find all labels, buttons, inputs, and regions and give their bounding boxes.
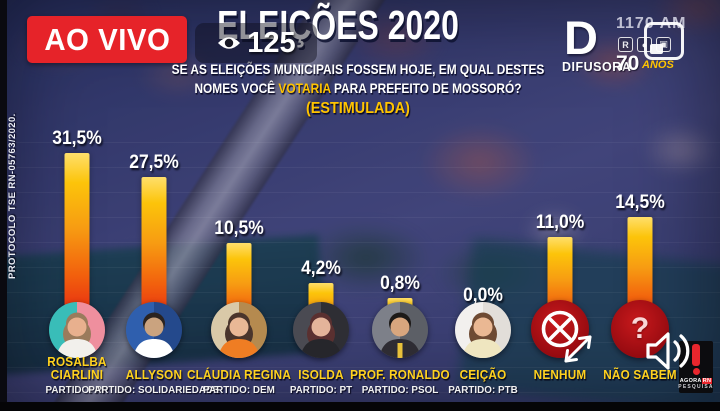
candidate-party: PARTIDO: PTB: [448, 384, 518, 396]
exclamation-icon-dot: [692, 368, 700, 375]
frame-edge-left: [0, 0, 7, 411]
pollster-name-text: AGORA: [679, 378, 702, 384]
candidate-name: CEIÇÃO: [459, 368, 507, 382]
picture-in-picture-button[interactable]: [644, 22, 684, 60]
candidate-photo: [211, 302, 267, 358]
candidate-column: 10,5% CLÁUDIA REGINA PARTIDO: DEM: [187, 0, 291, 411]
station-years-label: ANOS: [642, 59, 674, 71]
poll-question-line2: NOMES VOCÊ VOTARIA PARA PREFEITO DE MOSS…: [163, 79, 554, 98]
candidate-name: PROF. RONALDO: [350, 368, 450, 382]
percent-label: 10,5%: [214, 218, 264, 239]
percent-label: 14,5%: [615, 192, 665, 213]
candidate-photo: [126, 302, 182, 358]
question-text-before: NOMES VOCÊ: [194, 80, 276, 96]
candidate-party: PARTIDO: PP: [45, 384, 109, 396]
candidate-party: PARTIDO: PT: [289, 384, 353, 396]
viewer-count: 125: [247, 26, 296, 59]
poll-question-line1: SE AS ELEIÇÕES MUNICIPAIS FOSSEM HOJE, E…: [171, 61, 545, 77]
question-text-highlight: VOTARIA: [278, 80, 331, 96]
percent-label: 0,8%: [380, 273, 420, 294]
candidate-name: NÃO SABEM: [603, 368, 677, 382]
methodology-label: (ESTIMULADA): [305, 100, 410, 117]
candidate-name: CLÁUDIA REGINA: [186, 368, 292, 382]
volume-icon[interactable]: [642, 328, 692, 374]
pollster-logo: AGORARN PESQUISA: [678, 341, 714, 393]
fullscreen-arrows-icon[interactable]: [558, 329, 598, 369]
page-title: ELEIÇÕES 2020: [217, 2, 459, 48]
dont-know-icon: ?: [611, 300, 669, 358]
candidate-column: 31,5% ROSALBA CIARLINI PARTIDO: PP: [37, 0, 117, 411]
poll-question: SE AS ELEIÇÕES MUNICIPAIS FOSSEM HOJE, E…: [128, 60, 588, 119]
exclamation-icon-bar: [692, 344, 700, 366]
tse-protocol-label: PROTOCOLO TSE RN-05763/2020.: [7, 113, 18, 279]
candidate-column: 14,5% ? NÃO SABEM: [600, 0, 680, 411]
viewer-count-pill: 125: [195, 23, 317, 63]
percent-label: 31,5%: [52, 128, 102, 149]
candidate-name: ISOLDA: [298, 368, 344, 382]
candidate-party: PARTIDO: SOLIDARIEDADE: [88, 384, 220, 396]
pollster-subtitle: PESQUISA: [678, 384, 714, 390]
candidate-photo: [455, 302, 511, 358]
candidate-name: ROSALBA CIARLINI: [47, 355, 107, 382]
candidate-column: 0,8% PROF. RONALDO PARTIDO: PSOL: [350, 0, 450, 411]
chart-gridlines: [0, 118, 720, 403]
candidate-photo: [49, 302, 105, 358]
candidate-photo: [293, 302, 349, 358]
candidate-column: 4,2% ISOLDA PARTIDO: PT: [281, 0, 361, 411]
percent-label: 4,2%: [301, 258, 341, 279]
candidate-column: 0,0% CEIÇÃO PARTIDO: PTB: [443, 0, 523, 411]
station-name: DIFUSORA: [562, 60, 632, 74]
pollster-name-accent: RN: [701, 378, 713, 384]
question-text-after: PARA PREFEITO DE MOSSORÓ?: [333, 80, 522, 96]
candidate-name: NENHUM: [533, 368, 587, 382]
letterbox-bottom: [0, 402, 720, 411]
candidate-party: PARTIDO: PSOL: [361, 384, 439, 396]
station-logo-initial: D: [564, 11, 598, 64]
live-badge: AO VIVO: [27, 16, 187, 63]
eye-icon: [218, 37, 241, 49]
station-years: 70: [616, 52, 640, 75]
candidate-party: PARTIDO: DEM: [203, 384, 275, 396]
candidate-photo: [372, 302, 428, 358]
live-badge-label: AO VIVO: [43, 21, 171, 57]
station-logo: D 1170 AM R ● ▣ DIFUSORA 70 ANOS: [558, 8, 718, 88]
radio-app-icon: R: [618, 37, 633, 52]
picture-in-picture-inner-icon: [650, 44, 663, 54]
percent-label: 11,0%: [535, 212, 585, 233]
percent-label: 0,0%: [463, 285, 503, 306]
pollster-name: AGORARN: [680, 378, 713, 384]
candidate-name: ALLYSON: [125, 368, 183, 382]
percent-label: 27,5%: [129, 152, 179, 173]
candidate-column: 27,5% ALLYSON PARTIDO: SOLIDARIEDADE: [88, 0, 219, 411]
